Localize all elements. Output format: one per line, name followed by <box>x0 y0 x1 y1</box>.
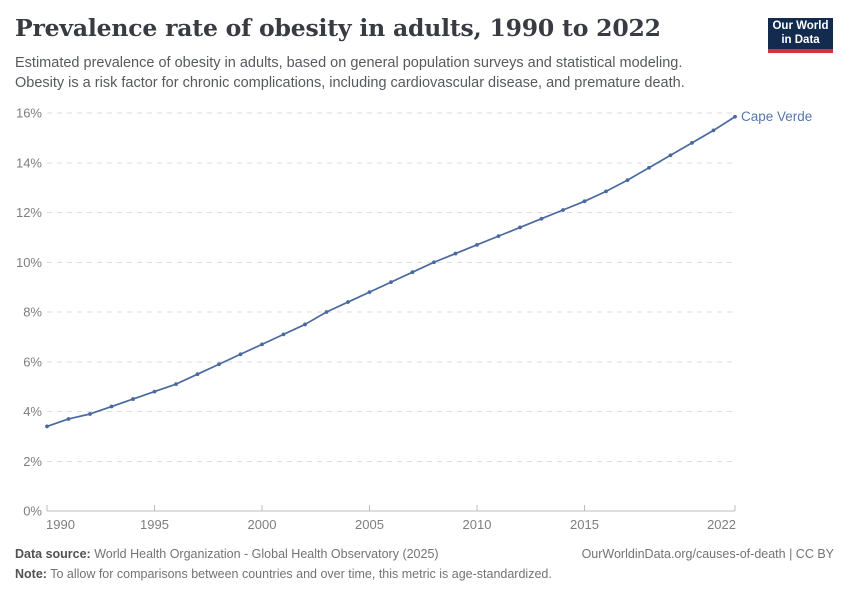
y-axis-label: 2% <box>23 454 42 469</box>
owid-cc-link[interactable]: OurWorldinData.org/causes-of-death | CC … <box>581 547 834 561</box>
data-point <box>389 280 393 285</box>
page-title: Prevalence rate of obesity in adults, 19… <box>15 14 661 42</box>
data-point <box>625 178 630 183</box>
data-point <box>303 322 307 327</box>
y-axis-label: 6% <box>23 354 42 369</box>
note-text: Note: To allow for comparisons between c… <box>15 566 552 581</box>
x-axis-label: 1995 <box>140 517 169 532</box>
data-point <box>174 382 178 387</box>
data-point <box>238 352 243 357</box>
line-chart: 0% 2% 4% 6% 8% 10% 12% 14% 16% 1990 1995 2000 2005 20… <box>16 106 812 533</box>
data-point <box>453 251 458 256</box>
subtitle-line-1: Estimated prevalence of obesity in adult… <box>15 55 683 71</box>
data-point <box>410 270 415 275</box>
y-axis-label: 12% <box>16 205 42 220</box>
data-point <box>711 128 716 133</box>
data-point <box>152 389 157 394</box>
data-point <box>66 417 71 421</box>
logo-line-2: in Data <box>781 33 820 46</box>
data-point <box>281 332 286 337</box>
data-point <box>668 153 673 158</box>
data-source-label: Data source: <box>15 547 91 561</box>
entity-label: Cape Verde <box>741 109 812 124</box>
data-point <box>109 404 114 409</box>
x-axis-label: 2005 <box>355 517 384 532</box>
x-axis-label: 2015 <box>570 517 599 532</box>
note-label: Note: <box>15 566 47 581</box>
y-axis-label: 0% <box>23 504 42 519</box>
data-point <box>346 300 350 304</box>
data-point <box>647 165 651 170</box>
owid-logo: Our World in Data <box>768 18 833 53</box>
x-axis-label: 2000 <box>248 517 277 532</box>
x-axis-label: 1990 <box>46 517 75 532</box>
data-point <box>561 208 565 212</box>
subtitle-line-2: Obesity is a risk factor for chronic com… <box>15 74 685 91</box>
data-point <box>45 424 49 429</box>
x-axis-label: 2010 <box>463 517 492 532</box>
logo-line-1: Our World <box>772 20 829 32</box>
data-point <box>539 216 544 221</box>
chart-subtitle: Estimated prevalence of obesity in adult… <box>15 54 775 93</box>
data-point <box>131 397 135 401</box>
data-point <box>690 140 694 145</box>
chart-footer: Data source: World Health Organization -… <box>15 545 834 584</box>
data-point <box>475 242 479 247</box>
data-point <box>367 290 372 294</box>
data-point <box>582 199 587 204</box>
data-point <box>733 114 737 119</box>
data-source-text: Data source: World Health Organization -… <box>15 547 439 561</box>
data-point <box>88 412 92 416</box>
data-point <box>518 225 522 230</box>
data-point <box>604 189 608 194</box>
data-point <box>324 310 329 314</box>
y-axis-label: 4% <box>23 404 42 419</box>
data-point <box>432 260 436 265</box>
y-axis-label: 8% <box>23 305 42 320</box>
data-point <box>496 234 501 239</box>
data-point <box>195 372 200 377</box>
data-point <box>260 342 264 347</box>
data-point <box>217 362 221 367</box>
x-axis-label: 2022 <box>707 517 736 532</box>
y-axis-label: 16% <box>16 106 42 121</box>
y-axis-label: 10% <box>16 255 42 270</box>
y-axis-label: 14% <box>16 155 42 170</box>
